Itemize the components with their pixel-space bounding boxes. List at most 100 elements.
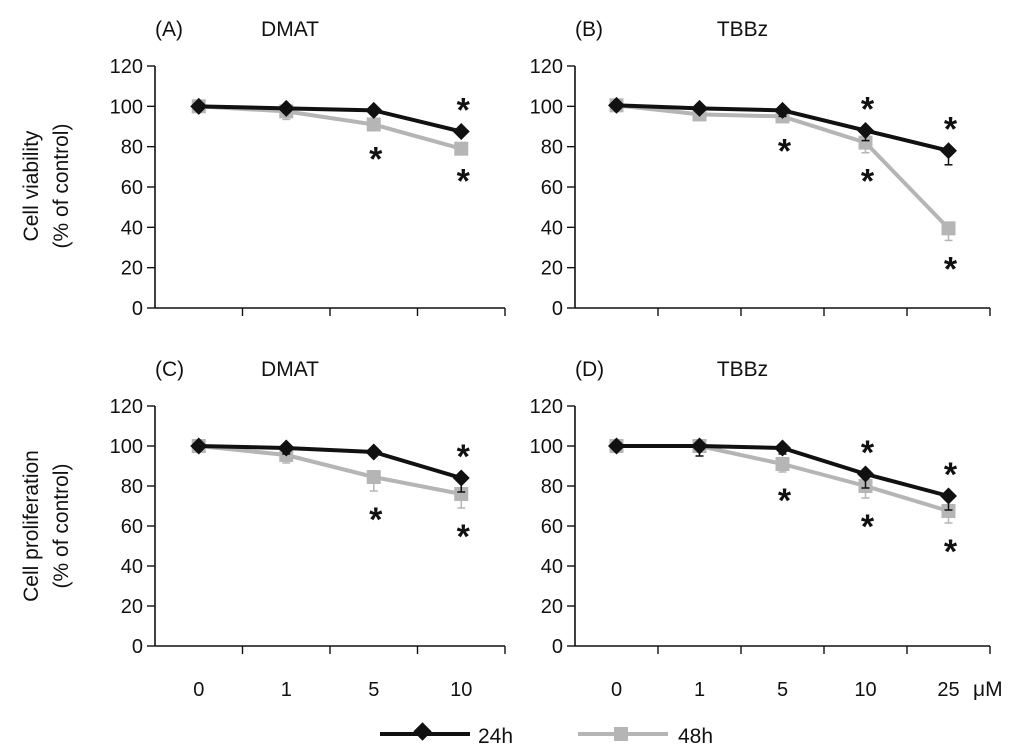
data-point-24h	[452, 123, 470, 141]
y-tick-label: 20	[121, 258, 143, 280]
series-line-48h	[198, 104, 462, 151]
legend-entry-24h: 24h	[380, 722, 513, 746]
x-axis-tick-labels: 0 1 5 10 0 1 5 10 25	[193, 679, 959, 701]
data-point-48h	[454, 487, 469, 501]
significance-star: *	[457, 438, 471, 476]
significance-star: *	[369, 501, 383, 539]
y-axis-title-top: Cell viability (% of control)	[20, 124, 73, 249]
series-line-24h	[198, 444, 462, 480]
y-tick-label: 60	[121, 516, 143, 538]
y-tick-label: 20	[121, 596, 143, 618]
significance-star: *	[369, 141, 383, 179]
data-point-24h	[365, 101, 383, 119]
y-tick-label: 60	[121, 177, 143, 199]
y-axis-title-bottom: Cell proliferation (% of control)	[20, 450, 73, 602]
data-point-24h	[940, 487, 957, 505]
data-point-24h	[190, 437, 208, 455]
data-point-24h	[774, 439, 791, 457]
data-point-48h	[454, 141, 469, 156]
x-tick-label: 5	[368, 679, 379, 701]
y-tick-label: 40	[541, 217, 563, 239]
y-axis-title-bottom-line1: Cell proliferation	[20, 450, 43, 602]
significance-star: *	[861, 91, 875, 129]
data-point-48h	[941, 504, 956, 518]
panel-2: (B) TBBz 0 20 40 60 80 100 120 * * * * *	[530, 18, 991, 320]
y-tick-label: 80	[541, 137, 563, 159]
data-point-24h	[190, 97, 208, 115]
y-tick-label: 100	[530, 96, 563, 118]
y-tick-label: 0	[552, 636, 563, 658]
significance-star: *	[944, 456, 958, 494]
panel-label: (B)	[575, 18, 603, 41]
y-tick-label: 40	[121, 217, 143, 239]
y-axis-title-top-line2: (% of control)	[50, 124, 73, 249]
data-point-48h	[775, 457, 790, 471]
y-tick-label: 100	[110, 436, 143, 458]
y-tick-label: 60	[541, 516, 563, 538]
panel-1: (A) DMAT 0 20 40 60 80 100 120 * * *	[110, 18, 506, 320]
x-axis-unit: μM	[973, 678, 1003, 701]
series-line-24h	[198, 104, 462, 134]
y-tick-label: 20	[541, 258, 563, 280]
significance-star: *	[944, 533, 958, 571]
legend-label-24h: 24h	[478, 725, 513, 746]
y-axis-title-top-line1: Cell viability	[20, 130, 43, 241]
y-tick-label: 120	[110, 56, 143, 78]
data-point-24h	[857, 465, 874, 483]
x-tick-label: 5	[777, 679, 788, 701]
series-line-48h	[198, 444, 462, 496]
legend-entry-48h: 48h	[578, 725, 713, 746]
significance-star: *	[944, 111, 958, 149]
data-point-48h	[858, 135, 873, 150]
y-tick-label: 60	[541, 177, 563, 199]
data-point-48h	[941, 221, 956, 236]
panel-3: (C) DMAT 0 20 40 60 80 100 120 * * *	[110, 358, 506, 658]
y-tick-label: 120	[110, 396, 143, 418]
legend-marker-48h	[614, 727, 628, 741]
legend-marker-24h	[413, 722, 432, 741]
data-point-24h	[277, 99, 295, 117]
data-point-24h	[365, 443, 383, 461]
data-point-24h	[691, 437, 708, 455]
significance-star: *	[457, 518, 471, 556]
significance-star: *	[778, 482, 792, 520]
x-tick-label: 1	[281, 679, 292, 701]
series-24h	[608, 437, 957, 511]
series-24h	[190, 437, 470, 493]
y-tick-label: 40	[541, 556, 563, 578]
significance-star: *	[861, 434, 875, 472]
y-tick-label: 80	[541, 476, 563, 498]
chart-panels: (A) DMAT 0 20 40 60 80 100 120 * * * (B) TBBz 0 20 40 60 8…	[110, 18, 991, 658]
data-point-48h	[366, 470, 381, 484]
data-point-24h	[452, 469, 470, 487]
panel-title: TBBz	[717, 358, 768, 381]
significance-star: *	[944, 250, 958, 288]
data-point-24h	[691, 99, 708, 117]
y-tick-label: 80	[121, 137, 143, 159]
panel-4: (D) TBBz 0 20 40 60 80 100 120 * * * * *	[530, 358, 991, 658]
panel-label: (D)	[575, 358, 604, 381]
y-tick-label: 0	[552, 298, 563, 320]
y-tick-label: 80	[121, 476, 143, 498]
data-point-24h	[608, 437, 625, 455]
x-tick-label: 1	[694, 679, 705, 701]
data-point-24h	[277, 439, 295, 457]
data-point-24h	[608, 96, 625, 114]
significance-star: *	[778, 132, 792, 170]
panel-title: TBBz	[717, 18, 768, 41]
x-tick-label: 0	[193, 679, 204, 701]
y-tick-label: 100	[530, 436, 563, 458]
y-tick-label: 100	[110, 96, 143, 118]
panel-label: (C)	[155, 358, 184, 381]
legend-label-48h: 48h	[678, 725, 713, 746]
significance-star: *	[457, 92, 471, 130]
data-point-24h	[774, 101, 791, 119]
data-point-48h	[366, 117, 381, 132]
x-tick-label: 10	[854, 679, 876, 701]
y-axis-title-bottom-line2: (% of control)	[50, 464, 73, 589]
x-tick-label: 25	[937, 679, 959, 701]
y-tick-label: 120	[530, 396, 563, 418]
y-tick-label: 0	[132, 298, 143, 320]
x-tick-label: 0	[611, 679, 622, 701]
